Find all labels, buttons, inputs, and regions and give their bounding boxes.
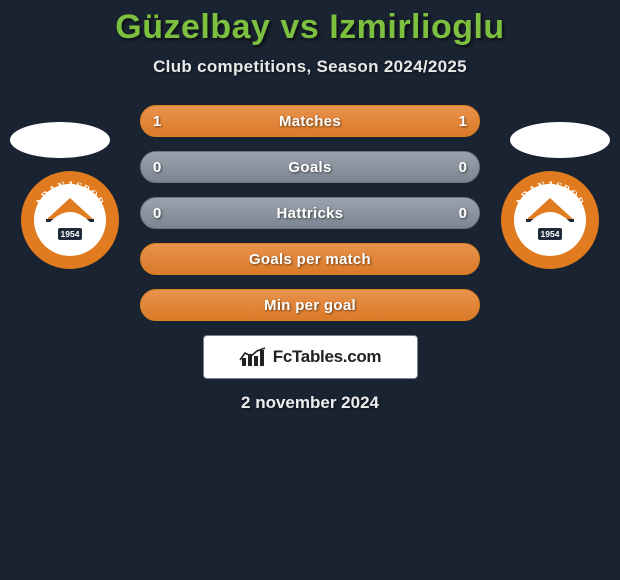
stat-row-goals: 0 Goals 0 [140, 151, 480, 183]
svg-text:1954: 1954 [541, 229, 560, 239]
player1-name: Güzelbay [115, 8, 270, 46]
stat-right-value: 1 [459, 113, 467, 130]
stat-label: Goals per match [249, 251, 371, 268]
stat-row-matches: 1 Matches 1 [140, 105, 480, 137]
club-badge-right: ADANASPOR ADANA 1954 [500, 170, 600, 270]
subtitle: Club competitions, Season 2024/2025 [0, 57, 620, 77]
stat-left-value: 0 [153, 205, 161, 222]
club-badge-left: ADANASPOR ADANA 1954 [20, 170, 120, 270]
left-ellipse [10, 122, 110, 158]
stat-label: Min per goal [264, 297, 356, 314]
brand-text: FcTables.com [273, 347, 382, 367]
stat-right-value: 0 [459, 205, 467, 222]
stat-row-goals-per-match: Goals per match [140, 243, 480, 275]
page-title: Güzelbay vs Izmirlioglu [0, 8, 620, 47]
date-label: 2 november 2024 [0, 393, 620, 413]
stat-label: Hattricks [277, 205, 344, 222]
player2-name: Izmirlioglu [329, 8, 505, 46]
stat-row-min-per-goal: Min per goal [140, 289, 480, 321]
stat-label: Matches [279, 113, 341, 130]
right-ellipse [510, 122, 610, 158]
infographic-root: Güzelbay vs Izmirlioglu Club competition… [0, 0, 620, 580]
stat-label: Goals [288, 159, 331, 176]
vs-label: vs [280, 8, 319, 46]
stat-bars: 1 Matches 1 0 Goals 0 0 Hattricks 0 Goal… [140, 105, 480, 321]
stat-left-value: 0 [153, 159, 161, 176]
chart-icon [239, 346, 267, 368]
brand-box: FcTables.com [203, 335, 418, 379]
stat-row-hattricks: 0 Hattricks 0 [140, 197, 480, 229]
stat-left-value: 1 [153, 113, 161, 130]
stat-right-value: 0 [459, 159, 467, 176]
svg-text:1954: 1954 [61, 229, 80, 239]
